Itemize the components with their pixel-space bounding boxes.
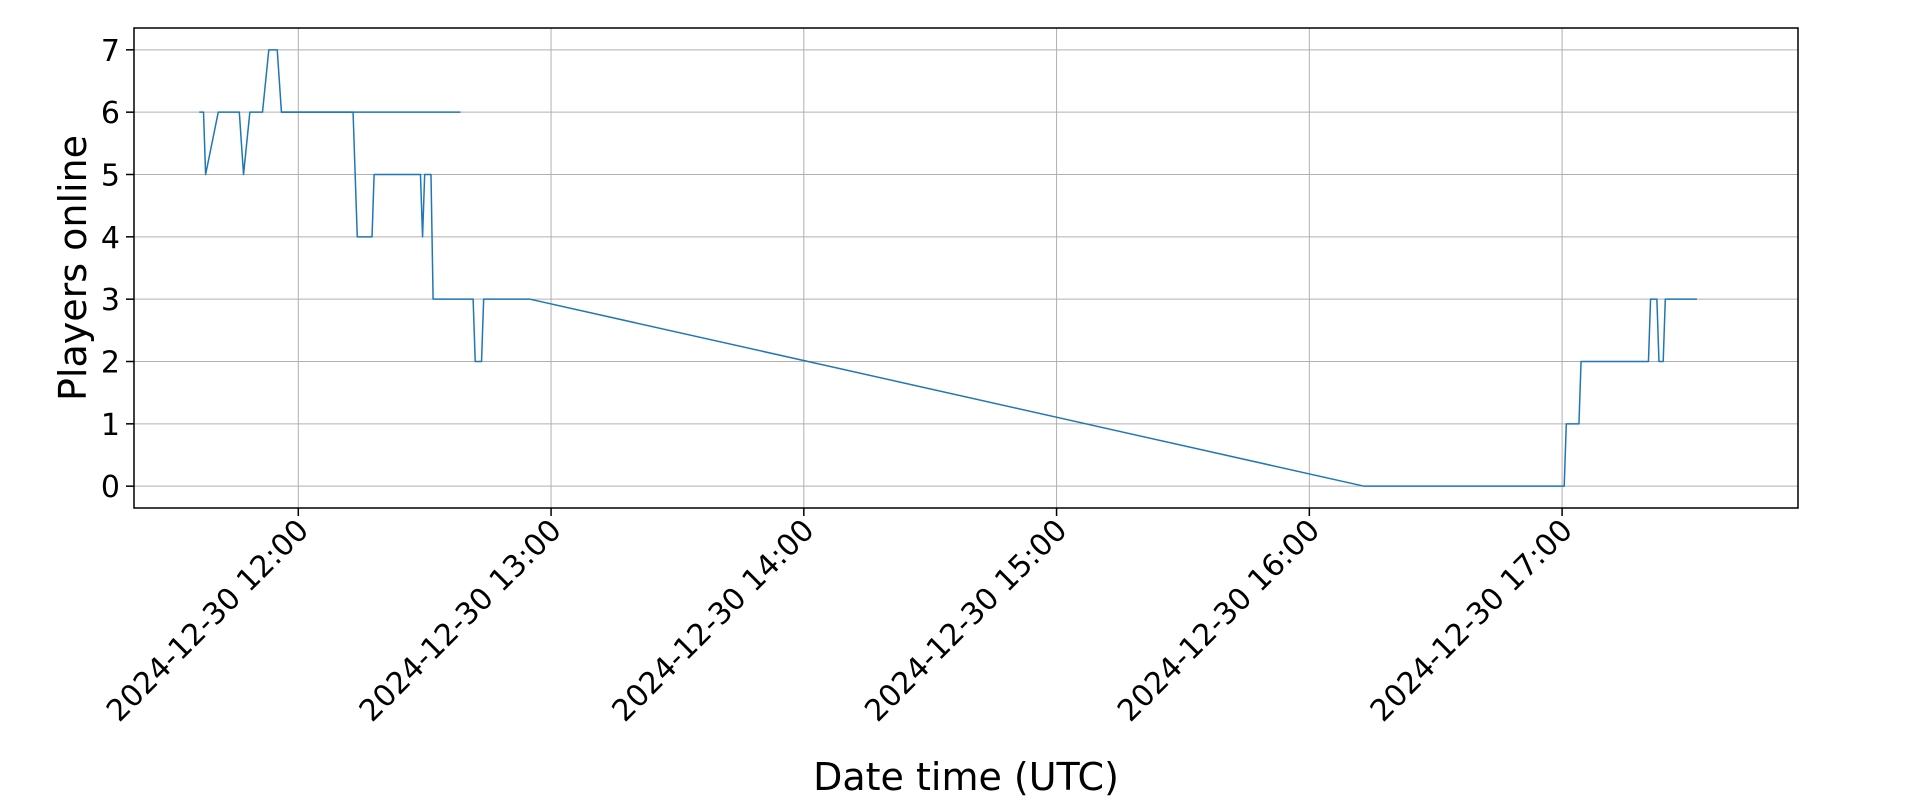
series-line xyxy=(199,49,1697,487)
axis-ticks: 0 1 2 3 4 5 6 7 2024-12-30 12:00 2024-12-30 13:00… xyxy=(100,34,1580,729)
x-tick-label: 2024-12-30 15:00 xyxy=(858,513,1074,729)
y-tick-label: 3 xyxy=(101,283,120,318)
y-tick-label: 0 xyxy=(101,470,120,505)
x-tick-label: 2024-12-30 16:00 xyxy=(1111,513,1327,729)
grid xyxy=(134,28,1798,508)
y-axis-label: Players online xyxy=(51,135,95,401)
x-tick-label: 2024-12-30 13:00 xyxy=(353,513,569,729)
y-tick-label: 1 xyxy=(101,408,120,443)
y-tick-label: 7 xyxy=(101,34,120,69)
x-tick-label: 2024-12-30 14:00 xyxy=(606,513,822,729)
plot-area-frame xyxy=(133,27,1799,509)
x-tick-label: 2024-12-30 17:00 xyxy=(1364,513,1580,729)
x-tick-label: 2024-12-30 12:00 xyxy=(100,513,316,729)
y-tick-label: 4 xyxy=(101,221,120,256)
y-tick-label: 6 xyxy=(101,96,120,131)
y-tick-label: 5 xyxy=(101,158,120,193)
x-axis-label: Date time (UTC) xyxy=(813,755,1119,799)
series-layer xyxy=(199,49,1697,487)
y-tick-label: 2 xyxy=(101,346,120,381)
